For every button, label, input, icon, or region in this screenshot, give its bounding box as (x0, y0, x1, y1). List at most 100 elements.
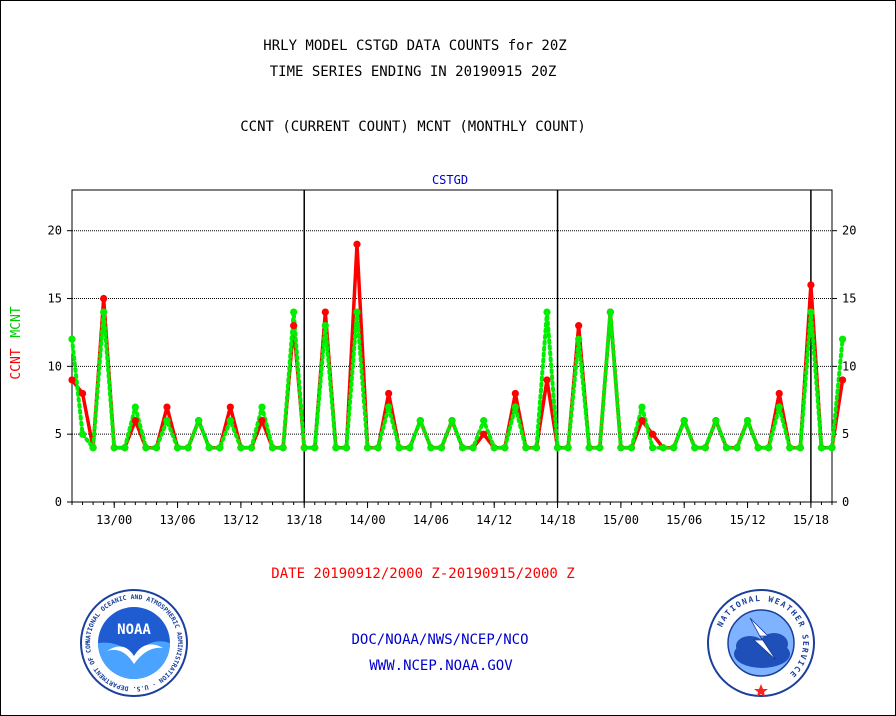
point-mcnt (680, 417, 688, 425)
point-mcnt (575, 335, 583, 343)
point-ccnt (78, 389, 87, 398)
point-mcnt (828, 444, 836, 452)
x-tick-label: 13/06 (159, 513, 195, 527)
point-ccnt (353, 240, 361, 248)
point-ccnt (648, 430, 657, 438)
point-mcnt (100, 308, 108, 316)
point-mcnt (469, 444, 477, 452)
point-mcnt (163, 417, 171, 425)
point-ccnt (638, 417, 646, 425)
x-tick-label: 15/00 (603, 513, 639, 527)
y-tick-label-right: 0 (842, 495, 849, 509)
point-ccnt (775, 389, 783, 398)
point-mcnt (627, 444, 636, 452)
point-mcnt (184, 444, 192, 452)
point-ccnt (385, 389, 393, 398)
header-title-line-2: TIME SERIES ENDING IN 20190915 20Z (269, 64, 557, 80)
point-mcnt (78, 430, 87, 438)
point-mcnt (733, 444, 741, 452)
point-mcnt (522, 444, 530, 452)
point-mcnt (722, 444, 731, 452)
point-ccnt (543, 376, 551, 384)
point-mcnt (564, 444, 572, 452)
point-mcnt (142, 444, 150, 452)
point-mcnt (406, 444, 414, 452)
point-mcnt (205, 444, 213, 452)
point-mcnt (480, 417, 488, 425)
point-mcnt (279, 444, 287, 452)
point-mcnt (290, 308, 298, 316)
point-ccnt (68, 376, 76, 384)
point-mcnt (596, 444, 604, 452)
point-mcnt (670, 444, 678, 452)
point-mcnt (237, 444, 245, 452)
x-tick-label: 14/00 (349, 513, 385, 527)
point-mcnt (68, 335, 76, 343)
point-ccnt (226, 403, 234, 411)
y-tick-label-right: 20 (842, 224, 856, 238)
point-mcnt (131, 403, 139, 411)
point-ccnt (575, 322, 583, 330)
point-ccnt (480, 430, 488, 438)
point-mcnt (216, 444, 224, 452)
point-mcnt (532, 444, 541, 452)
nws-logo: NATIONAL WEATHER SERVICE (707, 589, 815, 697)
point-mcnt (701, 444, 709, 452)
point-ccnt (321, 308, 329, 316)
point-mcnt (268, 444, 277, 452)
x-tick-label: 15/06 (666, 513, 702, 527)
noaa-logo-text: NOAA (117, 622, 151, 638)
y-tick-label-left: 20 (48, 224, 62, 238)
point-mcnt (342, 444, 351, 452)
y-tick-label-right: 5 (842, 427, 849, 441)
point-mcnt (385, 403, 393, 411)
noaa-logo: NATIONAL OCEANIC AND ATMOSPHERIC ADMINIS… (79, 588, 188, 697)
point-mcnt (448, 417, 456, 425)
point-mcnt (511, 403, 519, 411)
point-mcnt (427, 444, 435, 452)
x-tick-label: 13/12 (223, 513, 259, 527)
point-mcnt (606, 308, 614, 316)
point-mcnt (332, 444, 340, 452)
point-mcnt (691, 444, 699, 452)
y-tick-label-left: 10 (48, 359, 62, 373)
point-mcnt (300, 444, 308, 452)
point-mcnt (796, 444, 804, 452)
x-tick-label: 13/18 (286, 513, 322, 527)
point-mcnt (110, 444, 118, 452)
point-mcnt (501, 444, 509, 452)
point-mcnt (226, 417, 234, 425)
header-legend-line: CCNT (CURRENT COUNT) MCNT (MONTHLY COUNT… (240, 119, 586, 135)
x-tick-label: 14/06 (413, 513, 449, 527)
point-ccnt (131, 417, 139, 425)
url-link[interactable]: WWW.NCEP.NOAA.GOV (369, 658, 513, 674)
point-mcnt (765, 444, 773, 452)
point-mcnt (817, 444, 826, 452)
point-mcnt (195, 417, 203, 425)
series-line-ccnt (70, 242, 845, 450)
point-mcnt (659, 444, 667, 452)
org-label: DOC/NOAA/NWS/NCEP/NCO (351, 632, 529, 648)
point-mcnt (553, 444, 562, 452)
point-mcnt (490, 444, 498, 452)
point-ccnt (807, 281, 815, 289)
plot-area (71, 189, 833, 503)
point-ccnt (290, 322, 298, 330)
point-mcnt (648, 444, 657, 452)
point-mcnt (617, 444, 625, 452)
y-axis-label-mcnt: MCNT (9, 306, 24, 337)
point-mcnt (321, 322, 329, 330)
point-mcnt (786, 444, 794, 452)
header-title-line-1: HRLY MODEL CSTGD DATA COUNTS for 20Z (263, 38, 567, 54)
point-mcnt (353, 308, 361, 316)
point-mcnt (311, 444, 319, 452)
point-mcnt (395, 444, 403, 452)
x-tick-label: 14/12 (476, 513, 512, 527)
point-mcnt (585, 444, 593, 452)
point-ccnt (258, 417, 266, 425)
point-mcnt (775, 403, 783, 411)
point-mcnt (638, 403, 646, 411)
point-mcnt (374, 444, 382, 452)
y-tick-label-right: 10 (842, 359, 856, 373)
